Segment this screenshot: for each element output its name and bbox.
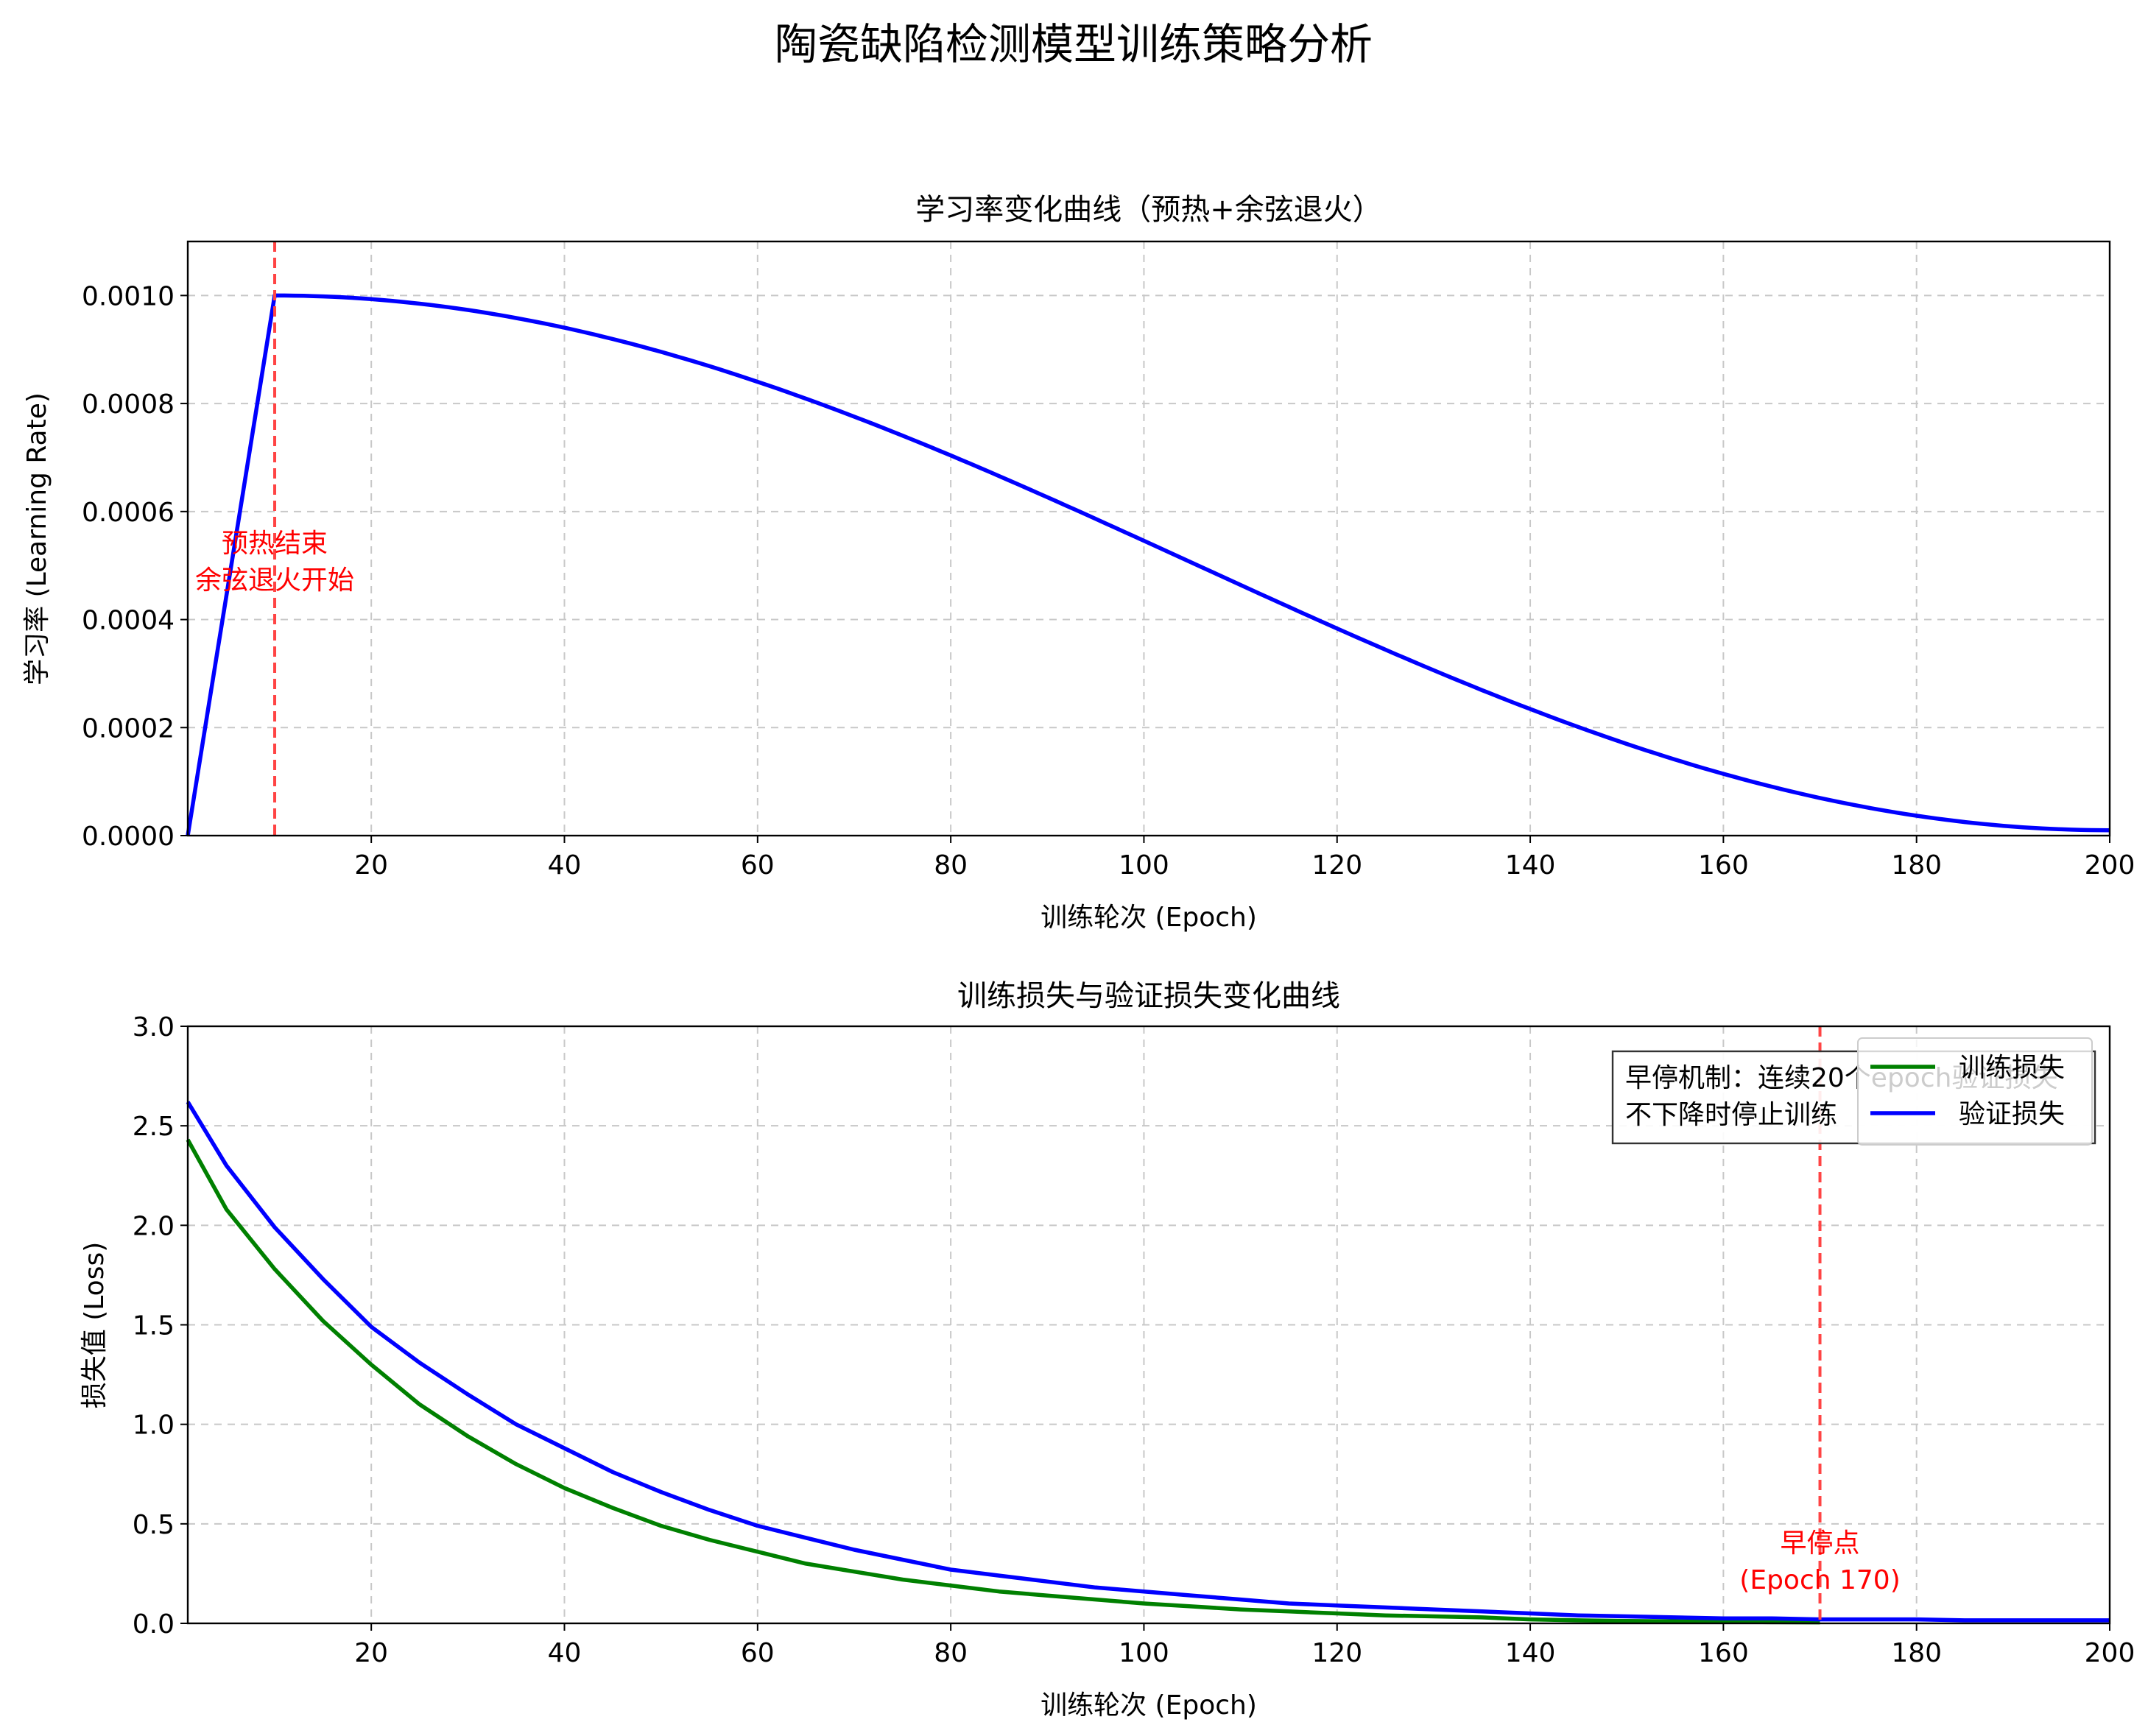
loss-chart-panel: 训练损失与验证损失变化曲线 早停点(Epoch 170) 早停机制：连续20个e… [80,979,2135,1721]
loss-chart-title: 训练损失与验证损失变化曲线 [957,979,1340,1013]
loss-x-tick-label: 20 [354,1638,388,1668]
loss-y-ticks: 0.0 0.5 1.0 1.5 2.0 2.5 3.0 [133,1012,188,1640]
loss-x-tick-label: 60 [741,1638,775,1668]
lr-y-tick-label: 0.0004 [82,606,175,636]
loss-y-tick-label: 3.0 [133,1012,175,1042]
lr-x-tick-label: 120 [1311,850,1362,881]
warmup-end-annotation-line-2: 余弦退火开始 [195,565,354,596]
loss-x-tick-label: 140 [1505,1638,1556,1668]
early-stop-annotation-line-2: (Epoch 170) [1739,1565,1900,1595]
lr-chart-title: 学习率变化曲线（预热+余弦退火） [915,193,1382,227]
lr-series-line [186,293,2110,836]
loss-x-tick-label: 180 [1891,1638,1942,1668]
legend-label-train-loss: 训练损失 [1959,1053,2065,1083]
loss-x-tick-label: 200 [2085,1638,2135,1668]
loss-y-tick-label: 1.0 [133,1411,175,1441]
loss-y-tick-label: 2.0 [133,1211,175,1241]
lr-y-tick-label: 0.0002 [82,713,175,744]
loss-x-axis-label: 训练轮次 (Epoch) [1040,1690,1257,1721]
lr-x-ticks: 20 40 60 80 100 120 140 160 180 200 [354,836,2135,881]
lr-series-group [186,293,2110,836]
lr-x-tick-label: 80 [934,850,968,881]
lr-y-tick-label: 0.0008 [82,389,175,420]
lr-y-tick-label: 0.0000 [82,822,175,852]
warmup-end-annotation-line-1: 预热结束 [222,529,328,559]
legend-label-val-loss: 验证损失 [1959,1099,2065,1129]
loss-legend: 训练损失 验证损失 [1857,1037,2093,1146]
train-loss-line [186,1138,1820,1625]
loss-x-tick-label: 100 [1119,1638,1169,1668]
early-stop-annotation-line-1: 早停点 [1781,1528,1860,1559]
val-loss-line [186,1101,2110,1623]
lr-y-ticks: 0.0000 0.0002 0.0004 0.0006 0.0008 0.0010 [82,281,188,852]
loss-y-tick-label: 0.0 [133,1609,175,1640]
early-stop-note-line-2: 不下降时停止训练 [1625,1100,1837,1130]
loss-x-tick-label: 40 [548,1638,582,1668]
lr-x-tick-label: 160 [1698,850,1749,881]
loss-x-tick-label: 160 [1698,1638,1749,1668]
loss-y-tick-label: 0.5 [133,1510,175,1540]
loss-x-ticks: 20 40 60 80 100 120 140 160 180 200 [354,1623,2135,1668]
loss-y-tick-label: 1.5 [133,1311,175,1341]
loss-x-tick-label: 80 [934,1638,968,1668]
lr-y-tick-label: 0.0010 [82,281,175,311]
lr-axes-frame [186,240,2111,837]
lr-x-axis-label: 训练轮次 (Epoch) [1040,903,1257,933]
lr-x-tick-label: 140 [1505,850,1556,881]
lr-y-tick-label: 0.0006 [82,498,175,528]
loss-x-tick-label: 120 [1311,1638,1362,1668]
lr-y-axis-label: 学习率 (Learning Rate) [22,392,52,685]
lr-x-tick-label: 100 [1119,850,1169,881]
loss-series-group [186,1101,2110,1625]
loss-y-axis-label: 损失值 (Loss) [80,1242,110,1409]
lr-x-tick-label: 180 [1891,850,1942,881]
lr-x-tick-label: 200 [2085,850,2135,881]
lr-x-tick-label: 20 [354,850,388,881]
loss-y-tick-label: 2.5 [133,1112,175,1142]
lr-x-tick-label: 60 [741,850,775,881]
figure-title: 陶瓷缺陷检测模型训练策略分析 [775,19,1373,69]
lr-x-tick-label: 40 [548,850,582,881]
